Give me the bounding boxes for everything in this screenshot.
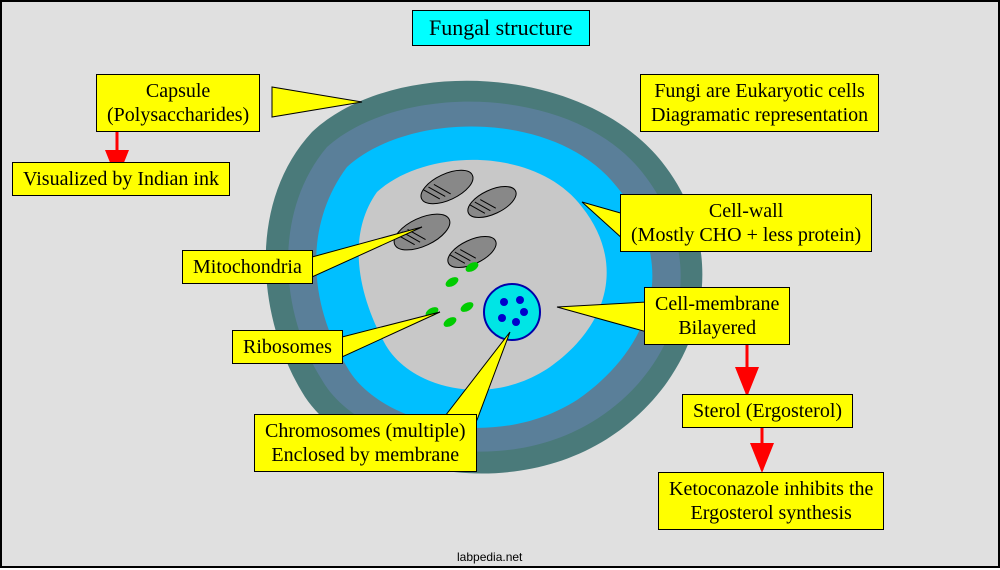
chromosomes-line1: Chromosomes (multiple) <box>265 420 466 442</box>
cellwall-line1: Cell-wall <box>709 200 783 222</box>
ribosomes-group <box>424 260 480 329</box>
diagram-title: Fungal structure <box>412 10 590 46</box>
diagram-canvas: Fungal structure Fungi are Eukaryotic ce… <box>0 0 1000 568</box>
info-line2: Diagramatic representation <box>651 104 868 126</box>
cellmembrane-line2: Bilayered <box>678 317 756 339</box>
label-ribosomes: Ribosomes <box>232 330 343 364</box>
label-mitochondria: Mitochondria <box>182 250 313 284</box>
info-line1: Fungi are Eukaryotic cells <box>654 80 865 102</box>
mitochondria-group <box>389 163 521 273</box>
label-sterol: Sterol (Ergosterol) <box>682 394 853 428</box>
label-capsule: Capsule (Polysaccharides) <box>96 74 260 132</box>
capsule-line2: (Polysaccharides) <box>107 104 249 126</box>
info-box: Fungi are Eukaryotic cells Diagramatic r… <box>640 74 879 132</box>
ketoconazole-line1: Ketoconazole inhibits the <box>669 478 873 500</box>
capsule-line1: Capsule <box>146 80 210 102</box>
chromosomes-line2: Enclosed by membrane <box>271 444 459 466</box>
cellwall-line2: (Mostly CHO + less protein) <box>631 224 861 246</box>
callouts <box>272 87 647 420</box>
label-chromosomes: Chromosomes (multiple) Enclosed by membr… <box>254 414 477 472</box>
cellmembrane-line1: Cell-membrane <box>655 293 779 315</box>
label-cellmembrane: Cell-membrane Bilayered <box>644 287 790 345</box>
ketoconazole-line2: Ergosterol synthesis <box>691 502 852 524</box>
watermark: labpedia.net <box>457 550 522 564</box>
label-ketoconazole: Ketoconazole inhibits the Ergosterol syn… <box>658 472 884 530</box>
label-cellwall: Cell-wall (Mostly CHO + less protein) <box>620 194 872 252</box>
nucleus <box>484 284 540 340</box>
label-indian-ink: Visualized by Indian ink <box>12 162 230 196</box>
